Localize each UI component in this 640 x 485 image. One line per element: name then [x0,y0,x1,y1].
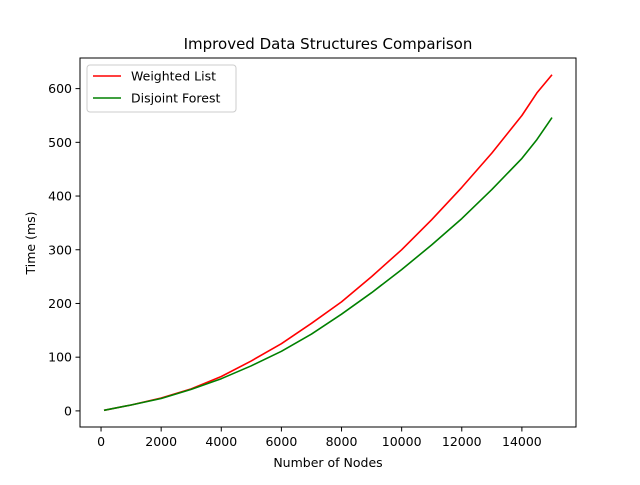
legend-label: Weighted List [131,69,216,84]
legend-label: Disjoint Forest [131,91,220,106]
x-tick-label: 14000 [502,434,542,449]
y-tick-label: 200 [48,296,72,311]
y-tick-label: 0 [64,403,72,418]
x-tick-label: 8000 [326,434,358,449]
plot-frame [79,57,577,428]
y-tick-label: 400 [48,189,72,204]
series-line-2 [103,117,553,412]
y-tick-label: 300 [48,242,72,257]
x-tick-label: 12000 [442,434,482,449]
y-axis-label: Time (ms) [23,211,38,275]
x-tick-label: 0 [97,434,105,449]
x-axis-ticks: 0 2000 4000 6000 8000 10000 12000 14000 [97,427,542,449]
legend-box [86,64,237,113]
x-tick-label: 4000 [205,434,237,449]
y-tick-label: 500 [48,135,72,150]
x-axis-label: Number of Nodes [273,455,382,470]
y-tick-label: 100 [48,350,72,365]
x-tick-label: 2000 [145,434,177,449]
chart-title: Improved Data Structures Comparison [184,35,473,53]
x-tick-label: 6000 [265,434,297,449]
y-tick-label: 600 [48,81,72,96]
legend: Weighted List Disjoint Forest [86,64,237,113]
series-layer [103,74,553,412]
x-tick-label: 10000 [382,434,422,449]
y-axis-ticks: 0 100 200 300 400 500 600 [48,81,80,418]
